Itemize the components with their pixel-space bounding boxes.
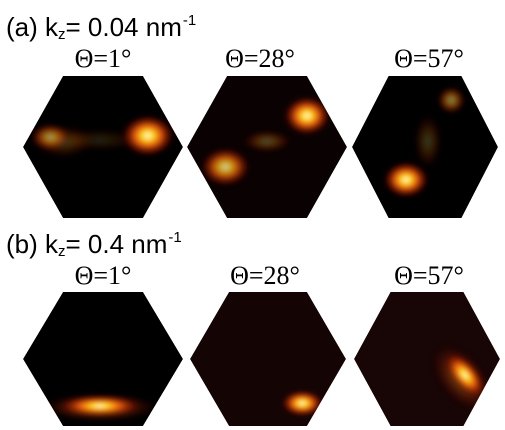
- theta-label: Θ=1°: [74, 44, 132, 73]
- row-b-label: (b) kz= 0.4 nm-1: [6, 229, 182, 260]
- theta-label: Θ=1°: [74, 261, 132, 290]
- row-a-label: (a) kz= 0.04 nm-1: [6, 12, 197, 43]
- hexagon-background: [23, 292, 183, 426]
- intensity-spot: [413, 112, 443, 170]
- intensity-spot: [120, 114, 175, 157]
- density-panel: [190, 292, 346, 426]
- intensity-spot: [241, 129, 293, 153]
- density-panel: [354, 292, 500, 426]
- density-panel: [23, 292, 183, 426]
- hexagon-background: [354, 292, 500, 426]
- density-panel: [187, 76, 347, 218]
- theta-label: Θ=28°: [230, 261, 300, 290]
- intensity-spot: [58, 395, 142, 417]
- intensity-spot: [436, 85, 466, 115]
- theta-label: Θ=28°: [225, 44, 295, 73]
- intensity-spot: [280, 389, 325, 417]
- intensity-spot: [199, 147, 251, 187]
- intensity-spot: [382, 161, 430, 199]
- theta-label: Θ=57°: [394, 44, 464, 73]
- theta-label: Θ=57°: [394, 261, 464, 290]
- hexagon-background: [190, 292, 346, 426]
- intensity-spot: [29, 122, 71, 152]
- intensity-spot: [445, 352, 485, 398]
- density-panel: [352, 76, 498, 218]
- density-panel: [23, 76, 183, 218]
- intensity-spot: [283, 95, 331, 136]
